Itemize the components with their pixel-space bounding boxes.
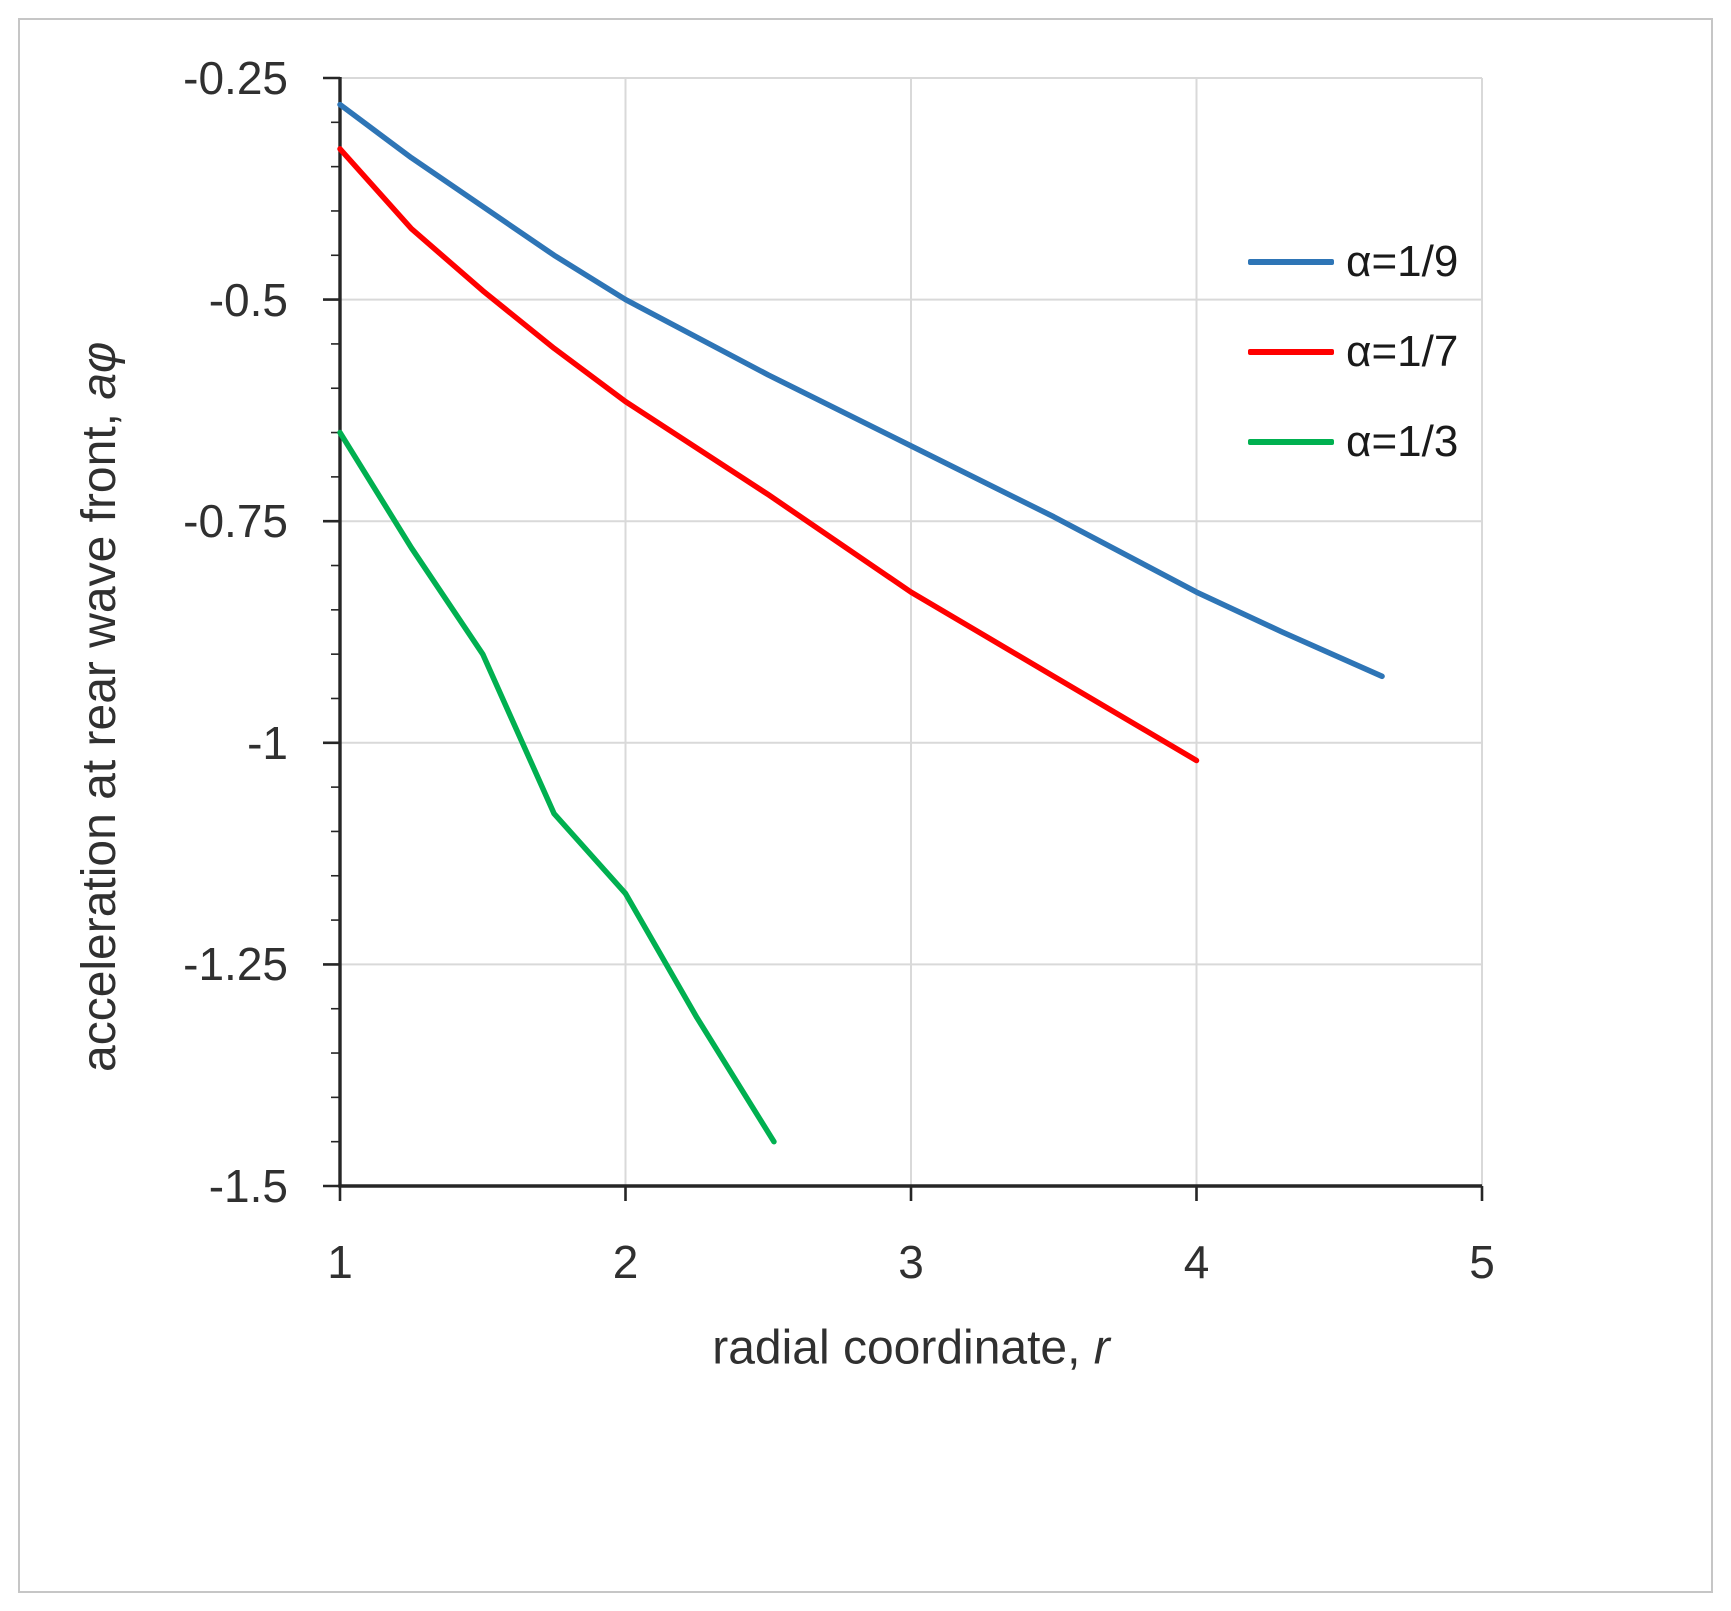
legend-label: α=1/9 (1346, 237, 1459, 286)
x-tick-label: 2 (612, 1236, 639, 1288)
x-tick-label: 1 (327, 1236, 353, 1288)
x-axis-title-text: radial coordinate, (712, 1321, 1094, 1375)
y-tick-label: -0.5 (208, 273, 288, 326)
legend-line-swatch-blue (1248, 259, 1334, 265)
y-tick-label: -1.5 (208, 1160, 288, 1212)
x-axis-title: radial coordinate, r (712, 1321, 1110, 1376)
x-tick-label: 5 (1469, 1236, 1495, 1288)
legend-line-swatch-red (1248, 349, 1334, 355)
y-tick-label: -1 (247, 716, 288, 769)
legend-label: α=1/7 (1346, 327, 1459, 376)
x-tick-label: 3 (898, 1236, 924, 1288)
legend: α=1/9 α=1/7 α=1/3 (1248, 233, 1458, 471)
y-axis-title: acceleration at rear wave front, aφ (72, 342, 127, 1072)
series-line-2 (337, 429, 777, 1145)
legend-entry-alpha-1-7: α=1/7 (1248, 323, 1458, 381)
x-axis-title-symbol: r (1093, 1321, 1110, 1375)
legend-entry-alpha-1-9: α=1/9 (1248, 233, 1458, 291)
series-line-1 (337, 146, 1200, 764)
legend-line-swatch-green (1248, 439, 1334, 445)
series-line-0 (337, 101, 1385, 680)
y-tick-label: -0.75 (183, 495, 288, 548)
y-axis-title-symbol: aφ (73, 341, 126, 400)
x-tick-label: 4 (1183, 1236, 1210, 1288)
y-axis-title-text: acceleration at rear wave front, (73, 399, 126, 1072)
legend-label: α=1/3 (1346, 417, 1459, 466)
y-tick-label: -0.25 (183, 52, 288, 104)
legend-entry-alpha-1-3: α=1/3 (1248, 413, 1458, 471)
y-tick-label: -1.25 (183, 938, 288, 991)
